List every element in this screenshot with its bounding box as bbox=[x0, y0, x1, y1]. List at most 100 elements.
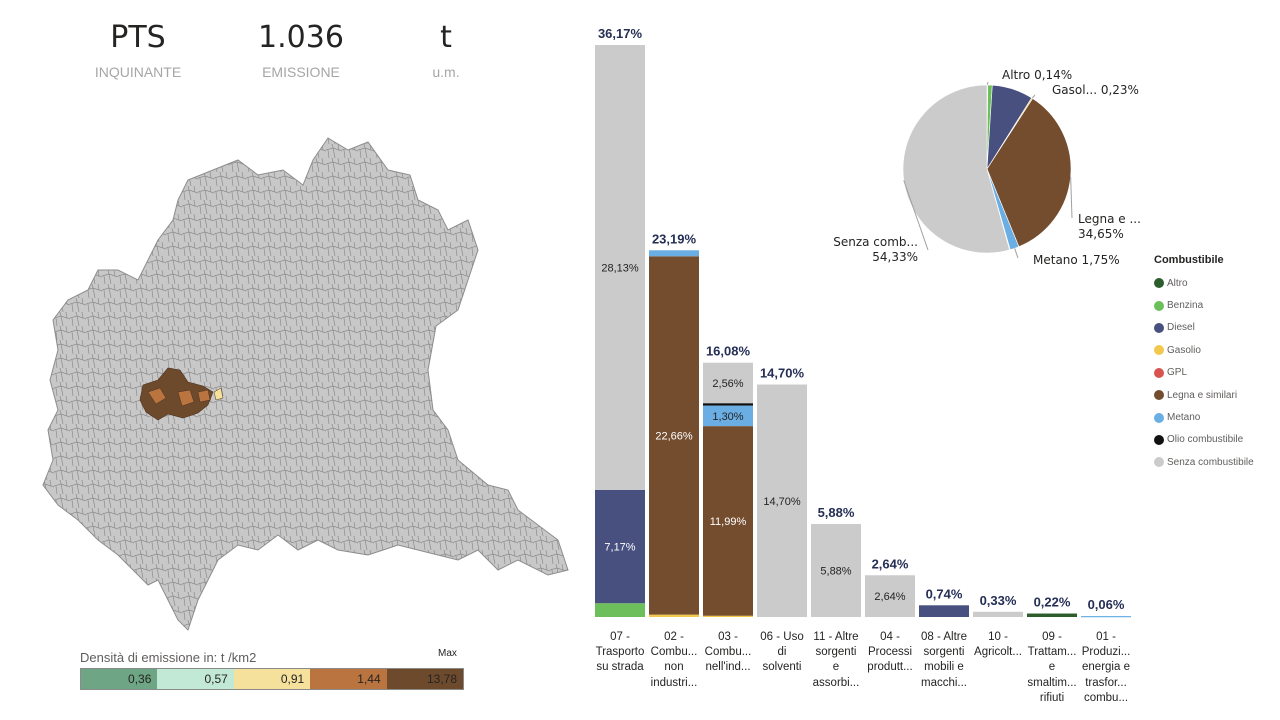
density-class-5: 13,78 bbox=[386, 669, 464, 689]
fuel-pie-chart[interactable]: Altro 0,14%Gasol... 0,23% Legna e ... 34,6… bbox=[830, 60, 1150, 290]
region-map[interactable] bbox=[38, 130, 578, 650]
bar-segment[interactable] bbox=[811, 524, 861, 617]
legend-dot-icon bbox=[1154, 278, 1164, 289]
pie-slice-label: Senza comb... 54,33% bbox=[833, 235, 918, 264]
category-label-line: nell'ind... bbox=[705, 661, 751, 674]
category-label-line: smaltim... bbox=[1027, 676, 1077, 689]
category-label-line: sorgenti bbox=[923, 646, 965, 659]
bar-segment[interactable] bbox=[595, 489, 645, 604]
kpi-pollutant-value: PTS bbox=[110, 20, 166, 55]
bar-total-label: 0,33% bbox=[980, 593, 1017, 608]
bar-segment[interactable] bbox=[1081, 616, 1131, 618]
category-label-line: produtt... bbox=[867, 661, 913, 674]
category-label-line: energia e bbox=[1082, 661, 1130, 674]
bar-segment[interactable] bbox=[703, 405, 753, 427]
fuel-legend-item[interactable]: Olio combustibile bbox=[1154, 429, 1254, 451]
legend-dot-icon bbox=[1154, 434, 1164, 445]
sector-bar-chart[interactable]: 7,17% 28,13% 36,17% 22,66% 23,19% 11,99% 1,30%… bbox=[588, 20, 1148, 630]
bar-segment[interactable] bbox=[595, 603, 645, 617]
bar-segment[interactable] bbox=[865, 575, 915, 617]
category-label-line: Combu... bbox=[650, 646, 698, 659]
bar-segment-label: 11,99% bbox=[710, 516, 747, 528]
bar-segment[interactable] bbox=[703, 426, 753, 616]
category-label-line: e bbox=[1048, 661, 1056, 674]
kpi-pollutant-label: INQUINANTE bbox=[94, 64, 182, 80]
bar-segment-label: 2,56% bbox=[712, 378, 743, 390]
bar-segment-label: 14,70% bbox=[763, 496, 801, 508]
bar-segment-label: 22,66% bbox=[655, 430, 693, 442]
kpi-emission: 1.036 EMISSIONE bbox=[241, 20, 361, 80]
fuel-legend-label: Gasolio bbox=[1167, 344, 1201, 356]
legend-dot-icon bbox=[1154, 367, 1164, 378]
bar-segment-label: 1,30% bbox=[712, 411, 743, 423]
pie-slice[interactable] bbox=[986, 98, 1072, 248]
category-label-line: 10 - bbox=[988, 631, 1008, 643]
category-label: 01 - Produzi... energia e trasfor... combu..… bbox=[1080, 630, 1132, 706]
fuel-legend-label: Metano bbox=[1167, 412, 1201, 424]
bar-segment[interactable] bbox=[649, 256, 699, 615]
bar-segment[interactable] bbox=[757, 384, 807, 617]
fuel-legend-label: Diesel bbox=[1167, 322, 1195, 334]
bar-segment[interactable] bbox=[703, 362, 753, 404]
pie-slice-label: Metano 1,75% bbox=[1033, 253, 1120, 267]
category-label-line: macchi... bbox=[920, 676, 967, 689]
fuel-legend-item[interactable]: GPL bbox=[1154, 362, 1254, 384]
bar-segment[interactable] bbox=[1027, 613, 1077, 617]
high-density-area[interactable] bbox=[139, 367, 224, 421]
bar-segment[interactable] bbox=[973, 611, 1023, 617]
category-label-line: 09 - bbox=[1042, 631, 1062, 643]
bar-segment[interactable] bbox=[649, 614, 699, 617]
category-label-line: mobili e bbox=[924, 661, 964, 674]
category-label-line: sorgenti bbox=[815, 646, 857, 659]
density-class-2: 0,57 bbox=[157, 669, 234, 689]
category-label-line: 04 - bbox=[880, 631, 900, 643]
category-label-line: 08 - Altre bbox=[920, 631, 968, 643]
fuel-legend-item[interactable]: Altro bbox=[1154, 272, 1254, 294]
fuel-legend-label: Legna e similari bbox=[1167, 389, 1238, 401]
density-legend-title: Densità di emissione in: t /km2 bbox=[80, 650, 257, 665]
category-label-line: 07 - bbox=[610, 631, 630, 643]
bar-total-label: 0,06% bbox=[1088, 597, 1125, 612]
fuel-legend-item[interactable]: Legna e similari bbox=[1154, 384, 1254, 406]
bar-total-label: 0,22% bbox=[1034, 595, 1071, 610]
category-label-line: rifiuti bbox=[1039, 691, 1065, 704]
category-label: 08 - Altre sorgenti mobili e macchi... bbox=[918, 630, 970, 691]
pie-leader-line bbox=[986, 81, 989, 86]
bar-segment[interactable] bbox=[649, 250, 699, 257]
fuel-legend-label: Altro bbox=[1167, 277, 1188, 289]
pie-slice-label: Gasol... 0,23% bbox=[1052, 83, 1139, 97]
fuel-legend-item[interactable]: Gasolio bbox=[1154, 339, 1254, 361]
legend-dot-icon bbox=[1154, 345, 1164, 356]
density-legend-max: Max bbox=[438, 648, 457, 659]
category-label: 04 - Processi produtt... bbox=[864, 630, 916, 676]
bar-segment[interactable] bbox=[919, 605, 969, 617]
bar-segment[interactable] bbox=[703, 615, 753, 617]
legend-dot-icon bbox=[1154, 322, 1164, 333]
kpi-pollutant: PTS INQUINANTE bbox=[78, 20, 198, 80]
bar-segment[interactable] bbox=[595, 45, 645, 490]
fuel-legend-item[interactable]: Senza combustibile bbox=[1154, 451, 1254, 473]
kpi-unit-value: t bbox=[440, 20, 452, 55]
legend-dot-icon bbox=[1154, 457, 1164, 468]
bar-total-label: 0,74% bbox=[926, 586, 963, 601]
density-scale: 0,36 0,57 0,91 1,44 13,78 bbox=[80, 668, 464, 690]
category-label-line: 11 - Altre bbox=[813, 631, 859, 643]
fuel-legend-item[interactable]: Benzina bbox=[1154, 294, 1254, 316]
bar-segment[interactable] bbox=[703, 403, 753, 406]
density-class-1: 0,36 bbox=[81, 669, 158, 689]
category-label-line: Trattam... bbox=[1027, 646, 1077, 659]
legend-dot-icon bbox=[1154, 300, 1164, 311]
kpi-unit-label: u.m. bbox=[432, 64, 460, 80]
category-label-line: Combu... bbox=[704, 646, 752, 659]
legend-dot-icon bbox=[1154, 390, 1164, 401]
fuel-legend-item[interactable]: Diesel bbox=[1154, 317, 1254, 339]
density-class-4: 1,44 bbox=[310, 669, 387, 689]
fuel-legend-label: Senza combustibile bbox=[1167, 456, 1254, 468]
region-map-svg[interactable] bbox=[38, 130, 578, 650]
bar-segment-label: 5,88% bbox=[820, 566, 851, 578]
density-class-3: 0,91 bbox=[233, 669, 311, 689]
bar-total-label: 2,64% bbox=[872, 556, 909, 571]
pie-leader-line bbox=[1031, 94, 1036, 99]
pie-slice[interactable] bbox=[902, 84, 1010, 254]
fuel-legend-item[interactable]: Metano bbox=[1154, 406, 1254, 428]
